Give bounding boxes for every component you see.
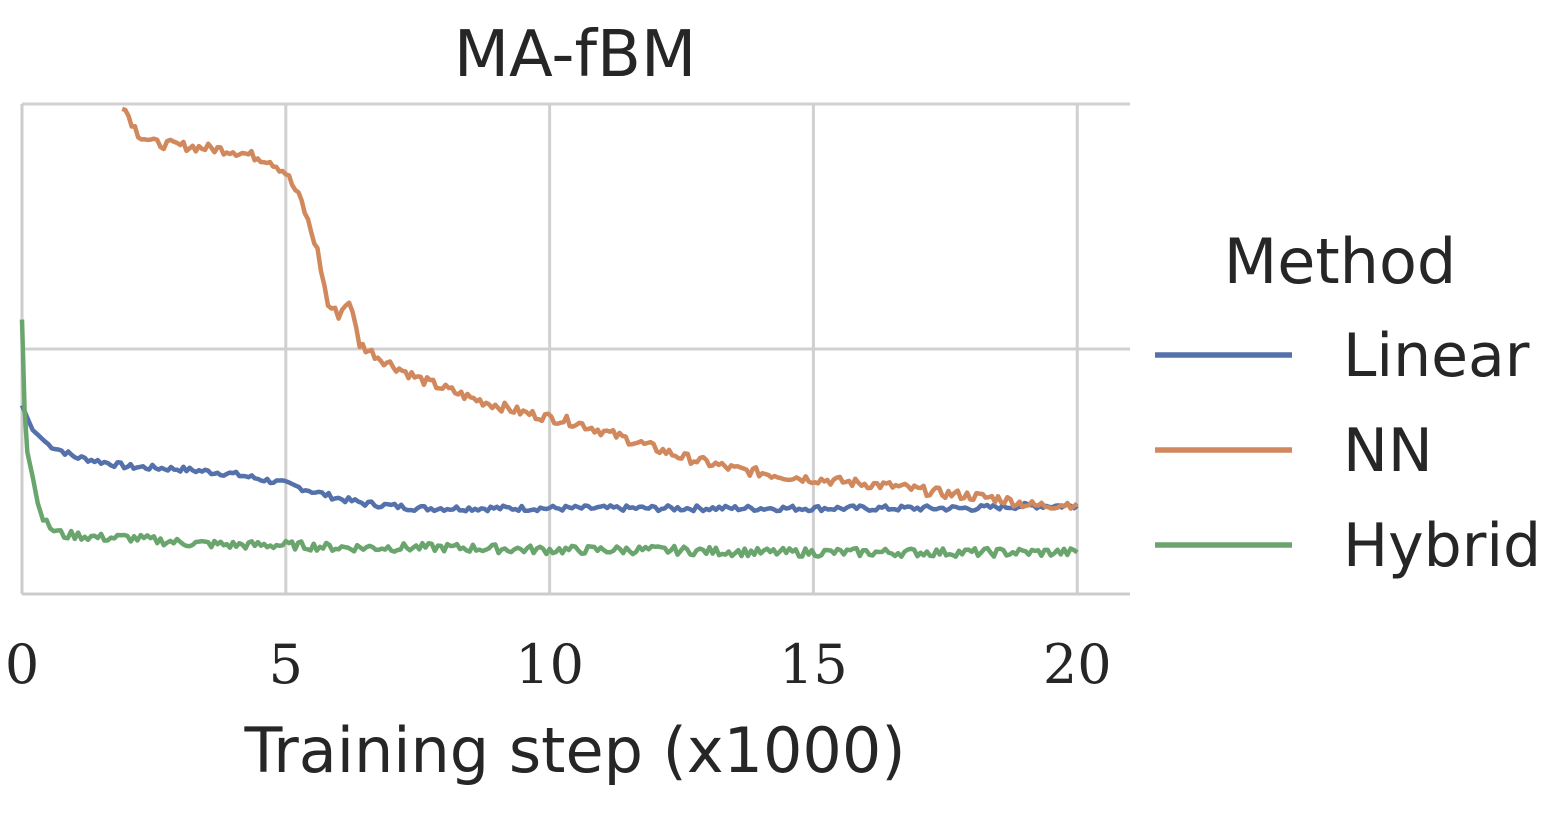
legend-item-nn: NN bbox=[1155, 416, 1433, 486]
series-line-hybrid bbox=[19, 319, 1079, 559]
x-tick-label: 10 bbox=[515, 633, 584, 696]
legend-label: NN bbox=[1343, 416, 1433, 486]
legend-label: Linear bbox=[1343, 321, 1530, 391]
legend: Method Linear NN Hybrid bbox=[1155, 225, 1541, 581]
series-line-nn bbox=[121, 106, 1079, 511]
legend-title: Method bbox=[1224, 225, 1457, 298]
x-tick-label: 20 bbox=[1043, 633, 1112, 696]
x-tick-label: 15 bbox=[779, 633, 848, 696]
chart-title: MA-fBM bbox=[454, 18, 696, 92]
legend-items: Linear NN Hybrid bbox=[1155, 321, 1541, 581]
series-line-linear bbox=[19, 404, 1079, 514]
x-tick-label: 0 bbox=[5, 633, 39, 696]
legend-item-linear: Linear bbox=[1155, 321, 1530, 391]
legend-label: Hybrid bbox=[1343, 511, 1541, 581]
x-tick-labels: 0 5 10 15 20 bbox=[5, 633, 1112, 696]
x-tick-label: 5 bbox=[269, 633, 303, 696]
legend-item-hybrid: Hybrid bbox=[1155, 511, 1541, 581]
series-layer bbox=[19, 106, 1079, 559]
grid bbox=[20, 102, 1130, 596]
x-axis-label: Training step (x1000) bbox=[243, 714, 905, 787]
